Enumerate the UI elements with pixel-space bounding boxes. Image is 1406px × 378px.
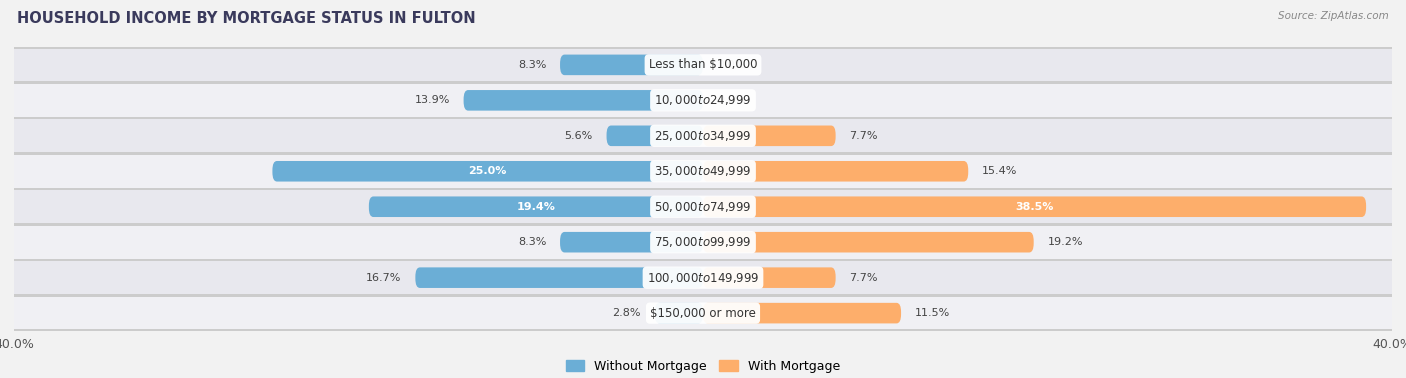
Bar <box>0 118 1406 153</box>
FancyBboxPatch shape <box>703 303 901 324</box>
Text: 2.8%: 2.8% <box>613 308 641 318</box>
Bar <box>0 47 1406 83</box>
Text: 38.5%: 38.5% <box>1015 202 1053 212</box>
Text: HOUSEHOLD INCOME BY MORTGAGE STATUS IN FULTON: HOUSEHOLD INCOME BY MORTGAGE STATUS IN F… <box>17 11 475 26</box>
Bar <box>10 48 1396 81</box>
Text: 25.0%: 25.0% <box>468 166 508 176</box>
Text: 5.6%: 5.6% <box>565 131 593 141</box>
Legend: Without Mortgage, With Mortgage: Without Mortgage, With Mortgage <box>561 355 845 378</box>
FancyBboxPatch shape <box>560 232 703 253</box>
Text: Less than $10,000: Less than $10,000 <box>648 58 758 71</box>
Bar <box>0 189 1406 225</box>
Text: $50,000 to $74,999: $50,000 to $74,999 <box>654 200 752 214</box>
Text: 19.4%: 19.4% <box>516 202 555 212</box>
Bar <box>10 84 1396 117</box>
Text: 11.5%: 11.5% <box>915 308 950 318</box>
Text: $25,000 to $34,999: $25,000 to $34,999 <box>654 129 752 143</box>
Text: $100,000 to $149,999: $100,000 to $149,999 <box>647 271 759 285</box>
Text: $10,000 to $24,999: $10,000 to $24,999 <box>654 93 752 107</box>
FancyBboxPatch shape <box>703 232 1033 253</box>
Text: Source: ZipAtlas.com: Source: ZipAtlas.com <box>1278 11 1389 21</box>
Bar <box>0 153 1406 189</box>
Bar <box>0 295 1406 331</box>
FancyBboxPatch shape <box>655 303 703 324</box>
Bar <box>10 297 1396 330</box>
FancyBboxPatch shape <box>415 267 703 288</box>
Text: 16.7%: 16.7% <box>366 273 402 283</box>
FancyBboxPatch shape <box>606 125 703 146</box>
Text: 7.7%: 7.7% <box>849 273 877 283</box>
Bar <box>10 261 1396 294</box>
Bar <box>10 119 1396 152</box>
Bar <box>10 155 1396 187</box>
FancyBboxPatch shape <box>464 90 703 111</box>
Text: $75,000 to $99,999: $75,000 to $99,999 <box>654 235 752 249</box>
Text: 13.9%: 13.9% <box>415 95 450 105</box>
FancyBboxPatch shape <box>703 197 1367 217</box>
Text: 15.4%: 15.4% <box>981 166 1018 176</box>
Text: 19.2%: 19.2% <box>1047 237 1083 247</box>
Bar <box>10 226 1396 259</box>
Text: $35,000 to $49,999: $35,000 to $49,999 <box>654 164 752 178</box>
FancyBboxPatch shape <box>560 54 703 75</box>
FancyBboxPatch shape <box>703 267 835 288</box>
FancyBboxPatch shape <box>703 161 969 181</box>
Bar <box>0 225 1406 260</box>
Bar <box>10 191 1396 223</box>
Text: 0.0%: 0.0% <box>717 95 745 105</box>
FancyBboxPatch shape <box>368 197 703 217</box>
Bar <box>0 83 1406 118</box>
Text: 0.0%: 0.0% <box>717 60 745 70</box>
Bar <box>0 260 1406 295</box>
FancyBboxPatch shape <box>273 161 703 181</box>
Text: $150,000 or more: $150,000 or more <box>650 307 756 320</box>
Text: 7.7%: 7.7% <box>849 131 877 141</box>
Text: 8.3%: 8.3% <box>517 237 547 247</box>
FancyBboxPatch shape <box>703 125 835 146</box>
Text: 8.3%: 8.3% <box>517 60 547 70</box>
